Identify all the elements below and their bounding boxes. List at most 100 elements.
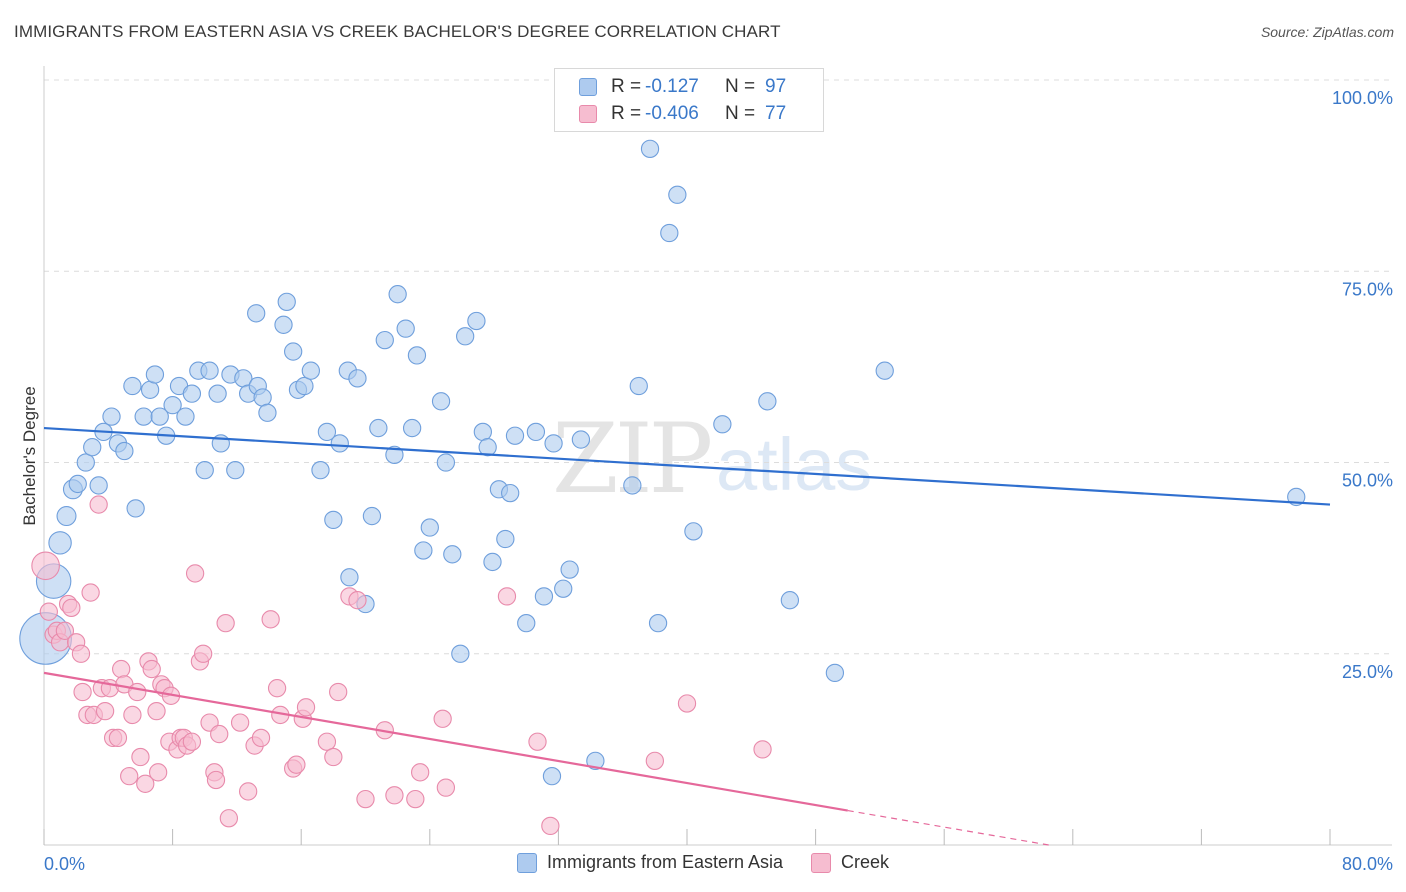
point-eastern-asia	[226, 460, 245, 480]
point-eastern-asia	[478, 438, 497, 457]
series-eastern-asia-points	[19, 139, 1306, 786]
x-tick-labels: 0.0% 80.0%	[44, 854, 1393, 874]
point-eastern-asia	[134, 407, 153, 426]
trend-line-creek-extension	[847, 809, 1049, 846]
point-creek	[356, 789, 375, 809]
point-eastern-asia	[295, 376, 314, 396]
point-creek	[329, 682, 348, 702]
point-creek	[753, 740, 772, 759]
point-creek	[433, 709, 452, 728]
point-eastern-asia	[554, 579, 573, 598]
point-eastern-asia	[340, 568, 359, 587]
point-eastern-asia	[200, 361, 219, 380]
point-eastern-asia	[274, 315, 293, 334]
point-eastern-asia	[176, 407, 195, 426]
point-creek	[210, 724, 229, 744]
point-eastern-asia	[253, 388, 272, 407]
point-eastern-asia	[414, 541, 433, 560]
point-eastern-asia	[526, 422, 546, 442]
point-creek	[193, 644, 213, 663]
point-creek	[251, 728, 271, 748]
point-eastern-asia	[431, 392, 451, 411]
point-creek	[185, 564, 205, 583]
legend-n-value: 97	[765, 76, 787, 97]
point-creek	[73, 682, 92, 702]
point-eastern-asia	[362, 506, 382, 526]
legend-label-creek: Creek	[841, 852, 890, 872]
point-eastern-asia	[668, 185, 687, 204]
point-creek	[81, 583, 100, 602]
point-eastern-asia	[505, 426, 525, 445]
point-eastern-asia	[208, 384, 227, 403]
point-eastern-asia	[83, 438, 102, 457]
point-eastern-asia	[483, 552, 502, 572]
y-axis-label: Bachelor's Degree	[20, 386, 39, 525]
point-creek	[89, 495, 108, 514]
point-creek	[528, 732, 547, 751]
legend-label-eastern-asia: Immigrants from Eastern Asia	[546, 852, 784, 872]
legend-item-eastern-asia: Immigrants from Eastern Asia	[516, 852, 784, 873]
point-creek	[71, 644, 91, 663]
point-creek	[148, 763, 168, 782]
point-eastern-asia	[467, 311, 486, 331]
x-tick-label: 0.0%	[44, 854, 85, 874]
point-eastern-asia	[456, 327, 475, 346]
point-eastern-asia	[660, 223, 679, 243]
point-eastern-asia	[517, 614, 536, 633]
trend-line-creek	[43, 671, 848, 812]
point-creek	[219, 809, 239, 828]
point-eastern-asia	[247, 304, 266, 323]
chart-title: IMMIGRANTS FROM EASTERN ASIA VS CREEK BA…	[14, 22, 781, 41]
point-eastern-asia	[195, 460, 214, 480]
point-eastern-asia	[182, 384, 202, 403]
point-creek	[55, 621, 75, 640]
point-creek	[131, 747, 150, 767]
point-eastern-asia	[640, 139, 660, 159]
legend-swatch-blue	[579, 78, 597, 96]
point-eastern-asia	[473, 422, 492, 442]
point-eastern-asia	[713, 415, 732, 434]
source-label: Source: ZipAtlas.com	[1260, 24, 1394, 40]
point-eastern-asia	[369, 418, 388, 438]
point-creek	[497, 587, 517, 606]
y-tick-label: 25.0%	[1342, 662, 1393, 682]
point-eastern-asia	[684, 522, 703, 541]
trend-line-eastern-asia	[43, 426, 1331, 506]
point-eastern-asia	[623, 476, 642, 495]
point-eastern-asia	[123, 376, 142, 396]
point-creek	[267, 679, 287, 698]
watermark-atlas: atlas	[716, 423, 872, 506]
point-eastern-asia	[89, 476, 108, 495]
point-eastern-asia	[758, 392, 777, 411]
y-tick-label: 50.0%	[1342, 471, 1393, 491]
point-creek	[147, 701, 166, 721]
point-eastern-asia	[68, 474, 87, 494]
point-eastern-asia	[126, 499, 145, 518]
point-eastern-asia	[407, 346, 427, 365]
point-eastern-asia	[534, 587, 554, 606]
point-creek	[31, 551, 60, 581]
point-eastern-asia	[542, 767, 562, 786]
point-creek	[95, 701, 115, 721]
legend-item-creek: Creek	[811, 852, 889, 873]
legend-r-label: R =	[611, 103, 642, 124]
point-eastern-asia	[48, 531, 72, 555]
point-creek	[123, 705, 142, 725]
point-eastern-asia	[629, 376, 648, 396]
point-eastern-asia	[396, 319, 415, 338]
point-eastern-asia	[825, 663, 845, 683]
point-creek	[645, 751, 665, 771]
legend-row-eastern-asia: R = -0.127 N = 97	[579, 75, 786, 99]
point-eastern-asia	[501, 483, 520, 503]
point-eastern-asia	[330, 434, 349, 453]
legend-swatch-blue	[516, 852, 537, 873]
point-eastern-asia	[145, 365, 165, 384]
point-eastern-asia	[348, 369, 367, 388]
legend-row-creek: R = -0.406 N = 77	[579, 102, 786, 126]
point-eastern-asia	[317, 422, 337, 442]
point-creek	[541, 816, 560, 836]
point-creek	[296, 698, 316, 717]
point-eastern-asia	[115, 441, 134, 461]
point-eastern-asia	[402, 418, 422, 438]
